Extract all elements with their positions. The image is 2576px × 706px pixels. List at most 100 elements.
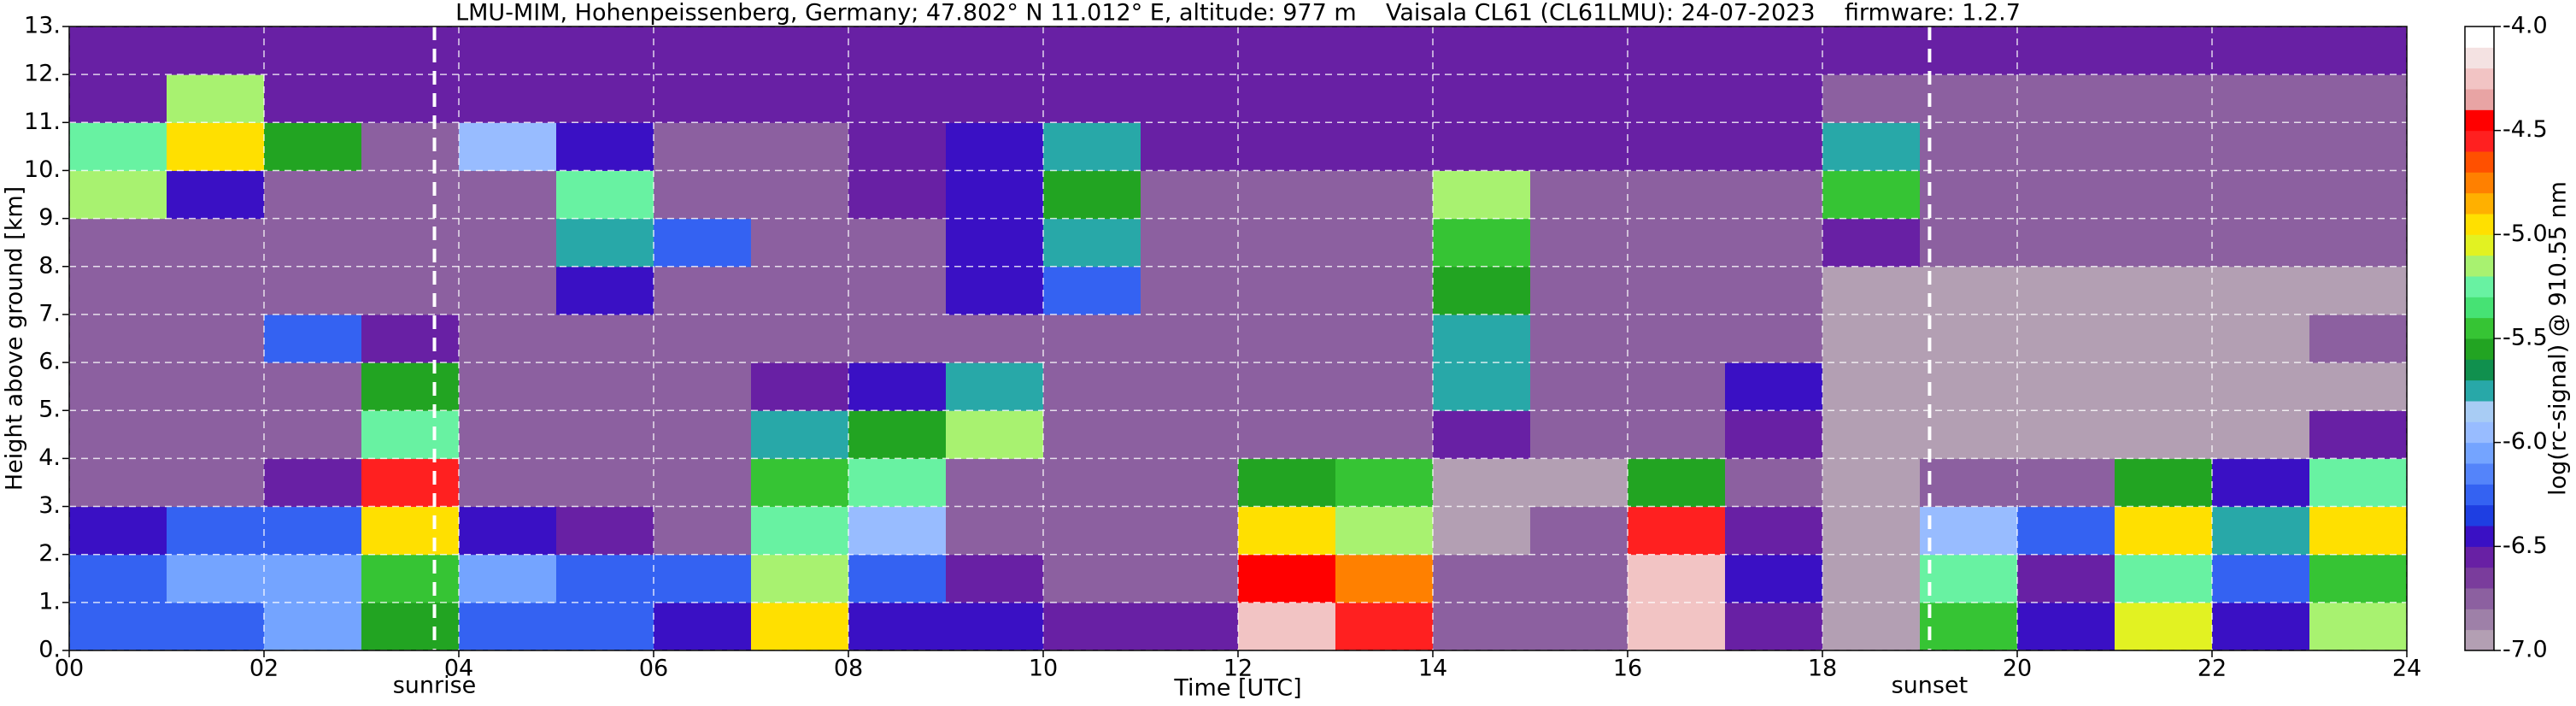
heatmap-cell bbox=[751, 314, 849, 363]
heatmap-cell bbox=[556, 218, 654, 268]
heatmap-cell bbox=[2309, 458, 2408, 508]
colorbar-swatch bbox=[2465, 214, 2494, 235]
heatmap-cell bbox=[1433, 266, 1531, 315]
heatmap-cell bbox=[1920, 218, 2018, 268]
heatmap-cell bbox=[1238, 170, 1336, 220]
heatmap-cell bbox=[2309, 122, 2408, 171]
heatmap-cell bbox=[69, 362, 167, 411]
colorbar-tick-label: -7.0 bbox=[2503, 637, 2548, 663]
heatmap-cell bbox=[2017, 218, 2115, 268]
heatmap-cell bbox=[1920, 362, 2018, 411]
heatmap-cell bbox=[1822, 314, 1921, 363]
heatmap-cell bbox=[946, 458, 1044, 508]
heatmap-cell bbox=[2017, 506, 2115, 556]
heatmap-cell bbox=[361, 506, 460, 556]
y-tick-label: 5. bbox=[38, 397, 61, 423]
heatmap-cell bbox=[1530, 458, 1628, 508]
heatmap-cell bbox=[2115, 362, 2213, 411]
heatmap-cell bbox=[2115, 314, 2213, 363]
heatmap-cell bbox=[2212, 266, 2310, 315]
heatmap-cell bbox=[751, 602, 849, 651]
heatmap-cell bbox=[1141, 554, 1239, 603]
heatmap-cell bbox=[1725, 602, 1823, 651]
heatmap-cell bbox=[2212, 314, 2310, 363]
colorbar-swatch bbox=[2465, 504, 2494, 527]
heatmap-cell bbox=[167, 122, 265, 171]
y-tick-label: 0. bbox=[38, 637, 61, 663]
heatmap-cell bbox=[1043, 458, 1141, 508]
x-tick-label: 10 bbox=[1029, 656, 1058, 682]
heatmap-cell bbox=[459, 506, 557, 556]
heatmap-cell bbox=[1725, 170, 1823, 220]
heatmap-cell bbox=[2309, 26, 2408, 75]
heatmap-cell bbox=[2309, 362, 2408, 411]
heatmap-cell bbox=[2309, 266, 2408, 315]
heatmap-cell bbox=[946, 410, 1044, 459]
heatmap-cell bbox=[556, 314, 654, 363]
heatmap-cell bbox=[946, 314, 1044, 363]
heatmap-cell bbox=[2212, 410, 2310, 459]
heatmap-cell bbox=[361, 410, 460, 459]
heatmap-cell bbox=[654, 218, 752, 268]
heatmap-cell bbox=[264, 170, 362, 220]
heatmap-cell bbox=[654, 170, 752, 220]
heatmap-cell bbox=[1433, 26, 1531, 75]
heatmap-cell bbox=[1335, 314, 1434, 363]
heatmap-cell bbox=[1141, 74, 1239, 123]
heatmap-cell bbox=[848, 218, 947, 268]
heatmap-cell bbox=[1725, 506, 1823, 556]
heatmap-cell bbox=[751, 458, 849, 508]
heatmap-cell bbox=[1043, 410, 1141, 459]
heatmap-cell bbox=[1628, 554, 1726, 603]
heatmap-cell bbox=[459, 458, 557, 508]
heatmap-cell bbox=[1433, 554, 1531, 603]
heatmap-cell bbox=[1628, 26, 1726, 75]
heatmap-cell bbox=[1530, 218, 1628, 268]
colorbar-swatch bbox=[2465, 192, 2494, 215]
heatmap-cell bbox=[1043, 74, 1141, 123]
x-tick-label: 16 bbox=[1613, 656, 1642, 682]
heatmap-cell bbox=[1725, 362, 1823, 411]
heatmap-cell bbox=[556, 122, 654, 171]
heatmap-cell bbox=[2017, 122, 2115, 171]
heatmap-cell bbox=[1141, 362, 1239, 411]
heatmap-cell bbox=[1920, 74, 2018, 123]
heatmap-cell bbox=[167, 554, 265, 603]
heatmap-cell bbox=[751, 26, 849, 75]
heatmap-cell bbox=[1238, 266, 1336, 315]
colorbar-swatch bbox=[2465, 526, 2494, 547]
heatmap-cell bbox=[459, 266, 557, 315]
heatmap-cell bbox=[1238, 74, 1336, 123]
heatmap-cell bbox=[1920, 122, 2018, 171]
heatmap-cell bbox=[2212, 506, 2310, 556]
y-tick-label: 2. bbox=[38, 540, 61, 567]
heatmap-cell bbox=[1141, 26, 1239, 75]
heatmap-cell bbox=[946, 170, 1044, 220]
colorbar-tick-label: -5.0 bbox=[2503, 221, 2548, 247]
heatmap-cell bbox=[2115, 410, 2213, 459]
heatmap-cell bbox=[1530, 506, 1628, 556]
heatmap-cell bbox=[1920, 26, 2018, 75]
colorbar-swatch bbox=[2465, 297, 2494, 319]
heatmap-cell bbox=[361, 218, 460, 268]
heatmap-cell bbox=[1628, 506, 1726, 556]
x-axis-label: Time [UTC] bbox=[1173, 675, 1301, 702]
heatmap-cell bbox=[1335, 74, 1434, 123]
colorbar-swatch bbox=[2465, 172, 2494, 194]
heatmap-cell bbox=[1141, 266, 1239, 315]
annotation-label: sunset bbox=[1892, 673, 1969, 699]
heatmap-cell bbox=[1822, 362, 1921, 411]
heatmap-cell bbox=[2017, 170, 2115, 220]
heatmap-cell bbox=[2017, 362, 2115, 411]
heatmap-cell bbox=[167, 602, 265, 651]
annotation-label: sunrise bbox=[393, 673, 477, 699]
heatmap-cell bbox=[848, 362, 947, 411]
heatmap-cell bbox=[2309, 554, 2408, 603]
heatmap-cell bbox=[1335, 362, 1434, 411]
y-tick-label: 3. bbox=[38, 492, 61, 519]
heatmap-cell bbox=[2017, 602, 2115, 651]
heatmap-cell bbox=[2309, 218, 2408, 268]
heatmap-cell bbox=[69, 554, 167, 603]
heatmap-cell bbox=[654, 602, 752, 651]
